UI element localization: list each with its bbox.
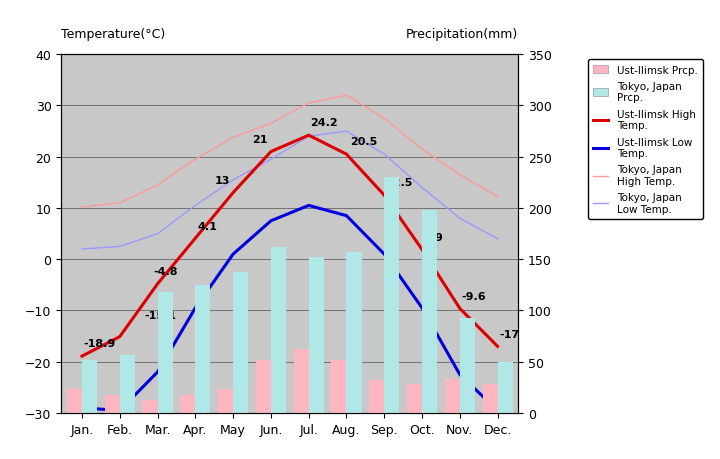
Ust-Ilimsk Low
Temp. [380, 252, 389, 257]
Tokyo, Japan
Low Temp. [191, 203, 199, 209]
Bar [82, 360, 97, 413]
Bar [445, 379, 460, 413]
Line: Ust-Ilimsk High
Temp.: Ust-Ilimsk High Temp. [82, 136, 498, 356]
Line: Ust-Ilimsk Low
Temp.: Ust-Ilimsk Low Temp. [82, 206, 498, 410]
Ust-Ilimsk Low
Temp. [493, 408, 502, 413]
Ust-Ilimsk Low
Temp. [191, 306, 199, 311]
Ust-Ilimsk High
Temp. [305, 133, 313, 139]
Ust-Ilimsk High
Temp. [342, 152, 351, 157]
Bar [422, 211, 437, 413]
Ust-Ilimsk Low
Temp. [456, 372, 464, 377]
Bar [120, 355, 135, 413]
Text: 21: 21 [252, 134, 268, 145]
Bar [498, 362, 513, 413]
Text: 1.9: 1.9 [424, 232, 444, 242]
Bar [218, 390, 233, 413]
Ust-Ilimsk Low
Temp. [115, 408, 124, 413]
Tokyo, Japan
Low Temp. [493, 236, 502, 242]
Text: 13: 13 [215, 175, 230, 185]
Tokyo, Japan
High Temp. [191, 157, 199, 162]
Bar [180, 395, 195, 413]
Tokyo, Japan
High Temp. [380, 116, 389, 122]
Bar [384, 178, 400, 413]
Bar [195, 285, 210, 413]
Tokyo, Japan
Low Temp. [153, 231, 162, 237]
Legend: Ust-Ilimsk Prcp., Tokyo, Japan
Prcp., Ust-Ilimsk High
Temp., Ust-Ilimsk Low
Temp: Ust-Ilimsk Prcp., Tokyo, Japan Prcp., Us… [588, 60, 703, 219]
Text: -18.9: -18.9 [84, 339, 116, 349]
Bar [331, 360, 346, 413]
Tokyo, Japan
High Temp. [342, 93, 351, 99]
Ust-Ilimsk Low
Temp. [153, 369, 162, 375]
Bar [256, 360, 271, 413]
Bar [158, 292, 173, 413]
Ust-Ilimsk High
Temp. [380, 193, 389, 198]
Text: 12.5: 12.5 [386, 178, 413, 188]
Text: 4.1: 4.1 [197, 221, 217, 231]
Text: Precipitation(mm): Precipitation(mm) [406, 28, 518, 41]
Bar [104, 395, 120, 413]
Tokyo, Japan
Low Temp. [229, 178, 238, 183]
Line: Tokyo, Japan
High Temp.: Tokyo, Japan High Temp. [82, 96, 498, 207]
Tokyo, Japan
High Temp. [153, 183, 162, 188]
Bar [460, 318, 475, 413]
Tokyo, Japan
Low Temp. [115, 244, 124, 250]
Tokyo, Japan
High Temp. [493, 195, 502, 200]
Tokyo, Japan
Low Temp. [78, 246, 86, 252]
Tokyo, Japan
High Temp. [78, 205, 86, 210]
Bar [233, 272, 248, 413]
Ust-Ilimsk Low
Temp. [78, 405, 86, 411]
Ust-Ilimsk High
Temp. [493, 344, 502, 349]
Ust-Ilimsk High
Temp. [191, 236, 199, 241]
Bar [143, 400, 158, 413]
Ust-Ilimsk High
Temp. [456, 306, 464, 312]
Bar [271, 247, 286, 413]
Tokyo, Japan
Low Temp. [266, 157, 275, 162]
Bar [369, 381, 384, 413]
Bar [346, 252, 361, 413]
Ust-Ilimsk High
Temp. [78, 353, 86, 359]
Ust-Ilimsk Low
Temp. [305, 203, 313, 209]
Text: -15.1: -15.1 [144, 310, 176, 320]
Bar [407, 385, 422, 413]
Bar [294, 350, 309, 413]
Tokyo, Japan
High Temp. [456, 173, 464, 178]
Tokyo, Japan
Low Temp. [342, 129, 351, 134]
Text: 20.5: 20.5 [350, 137, 377, 147]
Text: -17: -17 [500, 329, 520, 339]
Tokyo, Japan
Low Temp. [305, 134, 313, 140]
Text: 24.2: 24.2 [310, 118, 338, 128]
Line: Tokyo, Japan
Low Temp.: Tokyo, Japan Low Temp. [82, 132, 498, 249]
Text: Temperature(°C): Temperature(°C) [61, 28, 166, 41]
Tokyo, Japan
High Temp. [229, 135, 238, 141]
Ust-Ilimsk High
Temp. [115, 334, 124, 340]
Tokyo, Japan
High Temp. [115, 201, 124, 206]
Ust-Ilimsk Low
Temp. [342, 213, 351, 219]
Ust-Ilimsk Low
Temp. [266, 218, 275, 224]
Text: -4.8: -4.8 [154, 267, 179, 276]
Tokyo, Japan
High Temp. [418, 147, 426, 152]
Tokyo, Japan
High Temp. [305, 101, 313, 106]
Tokyo, Japan
High Temp. [266, 121, 275, 127]
Tokyo, Japan
Low Temp. [456, 216, 464, 222]
Tokyo, Japan
Low Temp. [418, 185, 426, 191]
Bar [482, 385, 498, 413]
Tokyo, Japan
Low Temp. [380, 152, 389, 157]
Ust-Ilimsk High
Temp. [418, 247, 426, 253]
Ust-Ilimsk High
Temp. [266, 150, 275, 155]
Text: -9.6: -9.6 [462, 291, 486, 301]
Ust-Ilimsk High
Temp. [229, 190, 238, 196]
Bar [309, 257, 324, 413]
Ust-Ilimsk Low
Temp. [229, 252, 238, 257]
Ust-Ilimsk High
Temp. [153, 281, 162, 287]
Ust-Ilimsk Low
Temp. [418, 306, 426, 311]
Bar [67, 390, 82, 413]
